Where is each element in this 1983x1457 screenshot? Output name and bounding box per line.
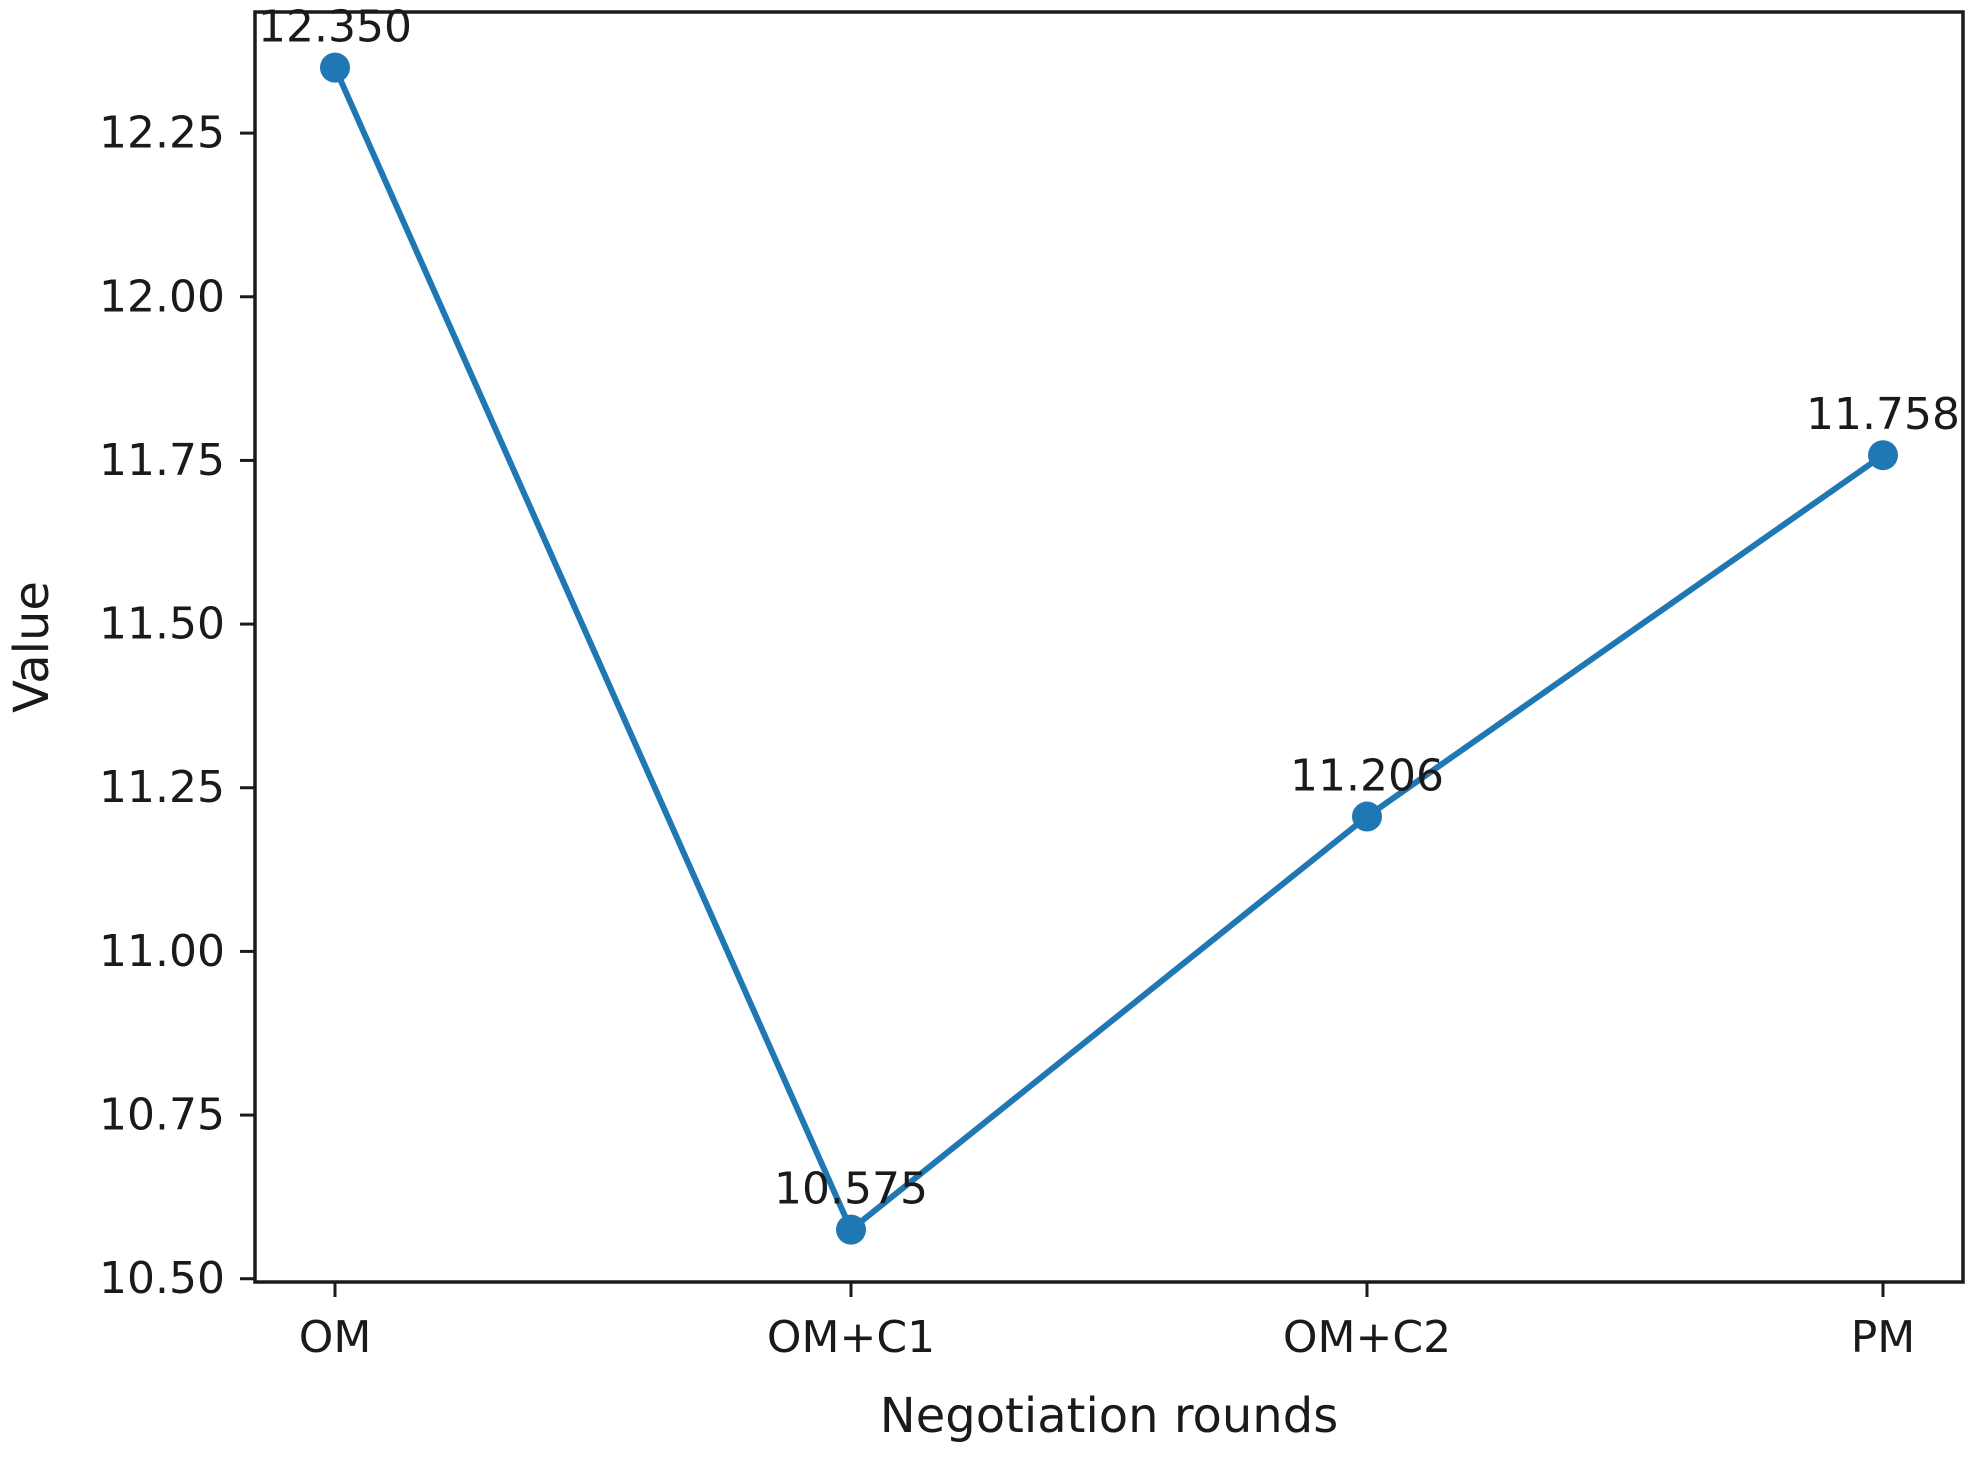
- line-series: [320, 52, 1898, 1245]
- series-line: [332, 64, 1886, 1233]
- point-value-label: 11.758: [1806, 389, 1960, 440]
- x-axis: OM OM+C1 OM+C2 PM: [299, 1282, 1916, 1363]
- y-tick-label: 10.50: [99, 1253, 225, 1304]
- y-tick-label: 11.25: [99, 762, 225, 813]
- data-point-marker: [1868, 440, 1898, 471]
- point-value-label: 10.575: [774, 1164, 928, 1215]
- y-axis-title: Value: [4, 581, 60, 713]
- x-tick-label: OM: [299, 1312, 372, 1363]
- point-value-label: 11.206: [1290, 751, 1444, 802]
- y-tick-label: 11.50: [99, 599, 225, 650]
- point-value-labels: 12.350 10.575 11.206 11.758: [258, 2, 1960, 1215]
- plot-frame: [253, 10, 1965, 1284]
- x-axis-title: Negotiation rounds: [880, 1388, 1338, 1444]
- data-point-marker: [836, 1214, 866, 1245]
- y-tick-label: 11.75: [99, 435, 225, 486]
- point-value-label: 12.350: [258, 2, 412, 53]
- x-tick-label: OM+C1: [767, 1312, 935, 1363]
- y-tick-label: 12.25: [99, 108, 225, 159]
- x-tick-label: OM+C2: [1283, 1312, 1451, 1363]
- y-axis: 10.50 10.75 11.00 11.25 11.50 11.75 12.00 12.25: [99, 108, 255, 1304]
- y-tick-label: 10.75: [99, 1090, 225, 1141]
- y-tick-label: 11.00: [99, 926, 225, 977]
- data-point-marker: [1352, 801, 1382, 832]
- data-point-marker: [320, 52, 350, 83]
- y-tick-label: 12.00: [99, 271, 225, 322]
- x-tick-label: PM: [1851, 1312, 1916, 1363]
